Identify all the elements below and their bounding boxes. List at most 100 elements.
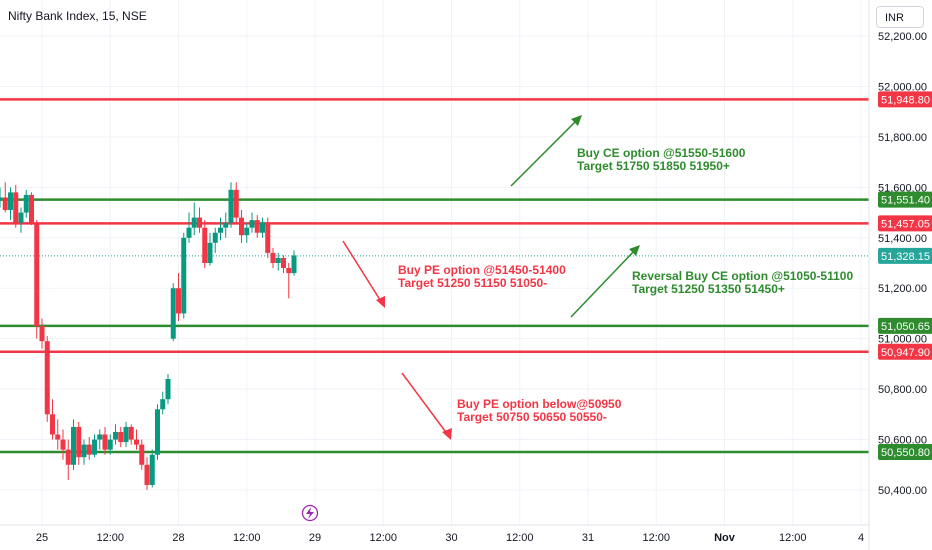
annotation-1-line-2: Target 51750 51850 51950+ [577,159,730,173]
annotation-3-line-2: Target 51250 51350 51450+ [632,282,785,296]
arrows [342,115,640,440]
candle-body [18,212,24,223]
candle-body [233,189,239,218]
candle-body [239,217,244,236]
level-price-label: 51,050.65 [881,321,930,333]
time-axis[interactable]: 25 12:00 28 12:00 29 12:00 30 12:00 31 12:00 Nov 12… [36,532,864,544]
arrow-ce-lower-head [629,245,640,256]
y-tick-label: 51,200.00 [878,283,927,295]
candle-body [144,464,150,485]
candle-body [149,454,155,485]
candle-body [249,220,255,228]
candle-body [170,288,176,339]
candle-body [118,431,124,443]
x-tick-label: 31 [582,532,594,544]
candle-body [60,439,66,450]
annotation-3-line-1: Reversal Buy CE option @51050-51100 [632,269,853,283]
candle-body [286,268,292,274]
candle-body [218,227,223,233]
candle-body [202,227,208,263]
candle-body [207,242,213,263]
candle-body [291,255,297,274]
y-tick-label: 50,800.00 [878,384,927,396]
annotation-2-line-1: Buy PE option @51450-51400 [398,263,566,277]
x-tick-label: 12:00 [779,532,807,544]
candle-body [186,227,192,238]
candle-body [165,379,171,400]
level-price-tag [878,443,932,460]
level-price-label: 50,550.80 [881,447,930,459]
x-tick-label: 12:00 [506,532,534,544]
candles [0,182,297,490]
level-price-tag [878,215,932,232]
price-axis[interactable]: 52,200.00 52,000.00 51,800.00 51,600.00 51,4… [878,31,927,497]
x-tick-label: 25 [36,532,48,544]
horizontal-levels [0,98,869,454]
candle-body [265,222,271,253]
y-tick-label: 50,600.00 [878,435,927,447]
x-tick-label: Nov [714,532,736,544]
arrow-pe-upper [342,240,383,304]
candle-body [2,197,8,211]
annotation-1-line-1: Buy CE option @51550-51600 [577,146,746,160]
current-price-tag [878,247,932,264]
grid [0,0,869,525]
current-price-label: 51,328.15 [881,251,930,263]
y-tick-label: 50,400.00 [878,485,927,497]
candle-body [86,444,92,455]
candle-body [181,237,187,314]
candle-body [212,232,218,243]
y-tick-label: 51,000.00 [878,334,927,346]
bolt-icon[interactable] [301,504,319,522]
candle-body [76,426,82,458]
candle-body [107,439,113,450]
arrow-ce-lower [570,248,637,318]
candle-body [113,431,118,440]
candle-body [23,194,29,213]
candle-body [176,288,181,314]
candle-body [281,257,286,269]
candle-body [270,252,276,263]
level-price-label: 50,947.90 [881,347,930,359]
annotation-4-line-2: Target 50750 50650 50550- [457,410,607,424]
candle-body [55,434,61,440]
level-price-label: 51,457.05 [881,218,930,230]
level-price-tag [878,343,932,360]
price-tags: 51,948.80 51,551.40 51,457.05 51,050.65 50,9… [878,91,932,460]
y-tick-label: 51,600.00 [878,182,927,194]
candle-body [244,227,250,236]
candle-body [197,217,202,228]
level-price-tag [878,91,932,108]
currency-selector[interactable]: INR [876,6,924,28]
candle-body [65,449,71,465]
y-tick-label: 51,800.00 [878,132,927,144]
arrow-pe-upper-head [376,296,385,308]
y-tick-label: 52,200.00 [878,31,927,43]
candle-body [50,414,55,435]
x-tick-label: 4 [858,532,864,544]
candle-body [260,222,265,233]
candle-body [81,444,87,458]
candle-body [34,222,40,327]
candle-body [223,222,229,228]
candle-body [160,399,166,410]
level-price-tag [878,191,932,208]
x-tick-label: 12:00 [96,532,124,544]
x-tick-label: 12:00 [233,532,261,544]
x-tick-label: 28 [172,532,184,544]
candle-body [123,426,129,443]
annotation-4-line-1: Buy PE option below@50950 [457,397,622,411]
x-tick-label: 12:00 [369,532,397,544]
y-tick-label: 52,000.00 [878,81,927,93]
y-tick-label: 51,400.00 [878,233,927,245]
x-tick-label: 29 [309,532,321,544]
level-price-tag [878,317,932,334]
candle-body [8,192,13,211]
candle-body [39,326,45,342]
annotation-2-line-2: Target 51250 51150 51050- [398,276,547,290]
candle-body [97,434,103,440]
candle-body [228,189,234,223]
candle-body [139,444,145,465]
arrow-ce-upper-head [571,115,582,126]
